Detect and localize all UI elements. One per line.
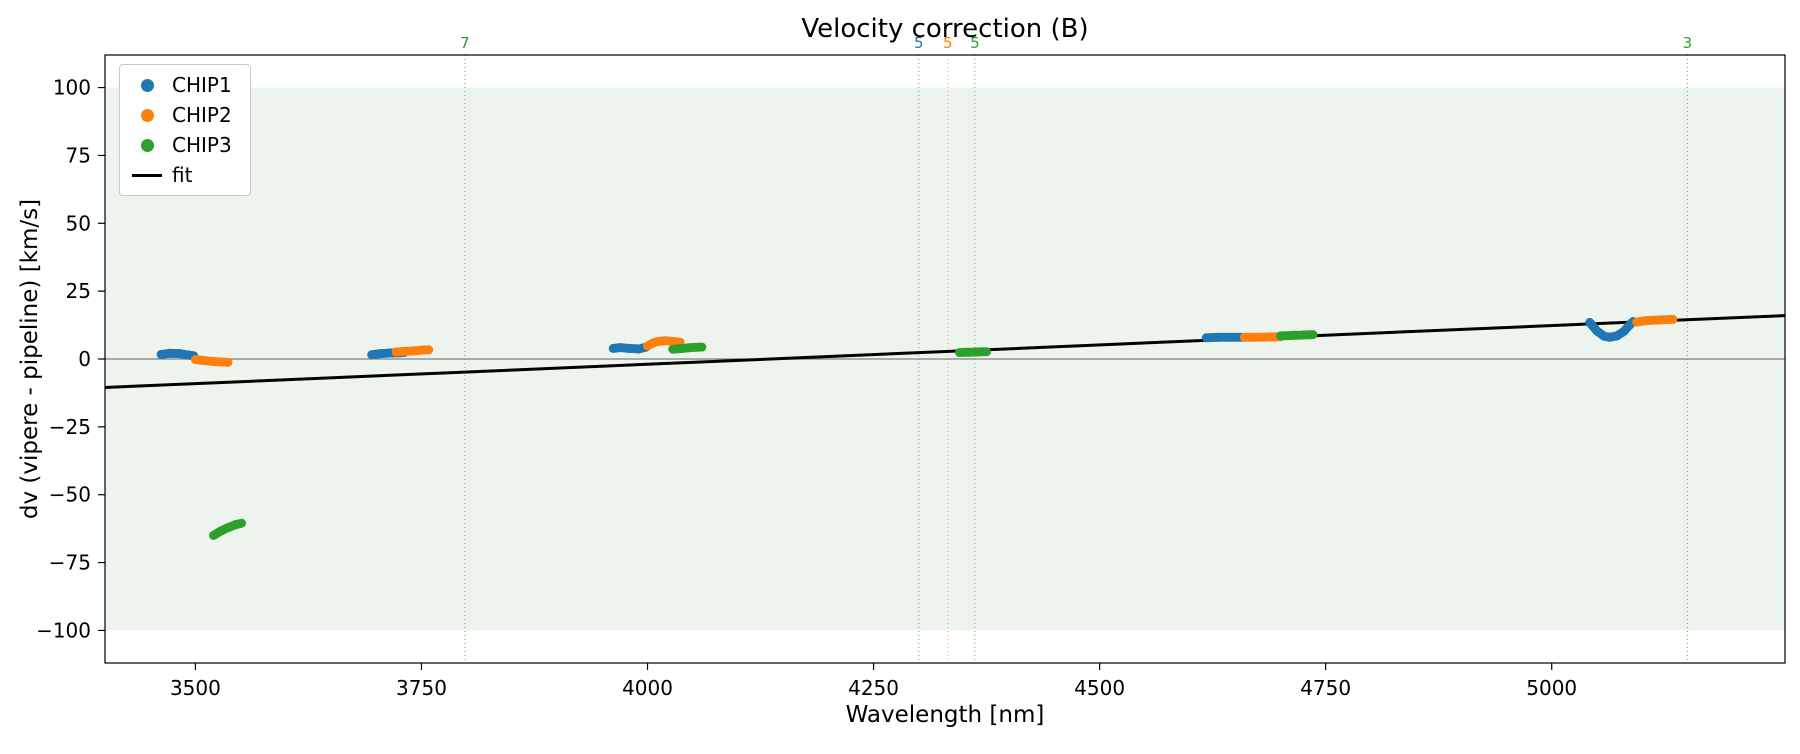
legend-item-chip2: CHIP2 bbox=[132, 105, 232, 125]
legend-label: CHIP3 bbox=[172, 133, 232, 157]
legend-item-fit: fit bbox=[132, 165, 232, 185]
y-tick-label: 50 bbox=[66, 211, 91, 235]
x-axis-label: Wavelength [nm] bbox=[845, 702, 1045, 728]
series-CHIP1 bbox=[156, 317, 1638, 361]
y-tick-label: −25 bbox=[49, 415, 91, 439]
chip3-marker-icon bbox=[132, 138, 162, 152]
order-marker-count: 7 bbox=[460, 34, 470, 52]
y-tick-label: 75 bbox=[66, 143, 91, 167]
legend-label: fit bbox=[172, 163, 193, 187]
y-tick-label: −50 bbox=[49, 483, 91, 507]
x-tick-label: 3750 bbox=[396, 676, 447, 700]
order-marker-count: 5 bbox=[943, 34, 953, 52]
series-CHIP3 bbox=[209, 330, 1318, 540]
legend: CHIP1 CHIP2 CHIP3 fit bbox=[119, 64, 251, 196]
y-tick-label: −75 bbox=[49, 551, 91, 575]
x-tick-label: 4500 bbox=[1074, 676, 1125, 700]
fit-line bbox=[104, 314, 1786, 389]
legend-item-chip1: CHIP1 bbox=[132, 75, 232, 95]
order-marker-count: 3 bbox=[1683, 34, 1693, 52]
legend-label: CHIP2 bbox=[172, 103, 232, 127]
fit-line-marker-icon bbox=[132, 173, 162, 177]
x-tick-label: 4000 bbox=[622, 676, 673, 700]
x-tick-label: 5000 bbox=[1526, 676, 1577, 700]
series-CHIP2 bbox=[190, 314, 1678, 367]
legend-label: CHIP1 bbox=[172, 73, 232, 97]
legend-item-chip3: CHIP3 bbox=[132, 135, 232, 155]
y-tick-label: 0 bbox=[78, 347, 91, 371]
x-tick-label: 3500 bbox=[170, 676, 221, 700]
y-axis-label: dv (vipere - pipeline) [km/s] bbox=[17, 198, 43, 520]
y-tick-label: 25 bbox=[66, 279, 91, 303]
y-tick-label: −100 bbox=[36, 618, 91, 642]
y-tick-label: 100 bbox=[53, 76, 91, 100]
order-marker-count: 5 bbox=[914, 34, 924, 52]
chart-title: Velocity correction (B) bbox=[801, 14, 1089, 44]
x-tick-label: 4750 bbox=[1300, 676, 1351, 700]
x-tick-label: 4250 bbox=[848, 676, 899, 700]
order-marker-count: 5 bbox=[970, 34, 980, 52]
chip1-marker-icon bbox=[132, 78, 162, 92]
chip2-marker-icon bbox=[132, 108, 162, 122]
